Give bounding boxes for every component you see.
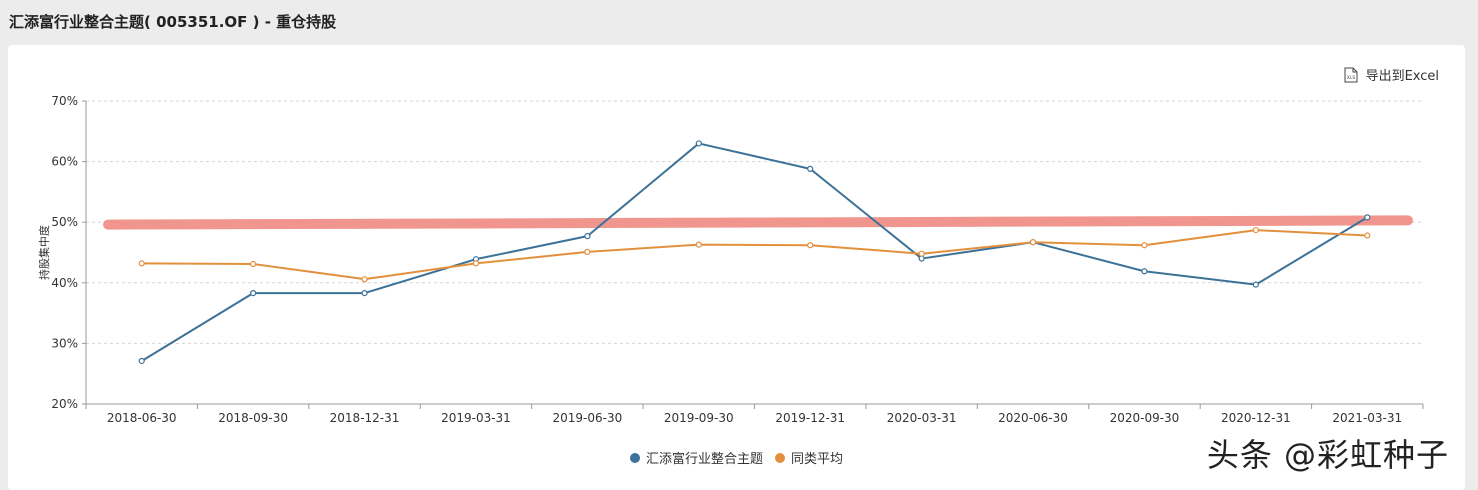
- y-tick-label: 20%: [51, 397, 78, 411]
- x-tick-label: 2020-09-30: [1110, 411, 1180, 425]
- data-point-peer-average: [1029, 239, 1037, 246]
- legend-item-fund[interactable]: 汇添富行业整合主题: [629, 448, 763, 467]
- x-tick-label: 2020-06-30: [998, 411, 1068, 425]
- x-tick-label: 2019-03-31: [441, 411, 511, 425]
- data-point-peer-average: [472, 260, 480, 267]
- data-point-fund: [1364, 214, 1371, 221]
- watermark: 头条 @彩虹种子: [1206, 436, 1449, 474]
- highlight-band: [103, 215, 1413, 230]
- series-line-fund: [141, 142, 1368, 362]
- data-point-peer-average: [918, 250, 925, 257]
- legend-item-peer-average[interactable]: 同类平均: [775, 448, 843, 467]
- data-point-fund: [361, 290, 368, 297]
- y-axis-label: 持股集中度: [37, 225, 51, 280]
- data-point-peer-average: [1252, 226, 1259, 234]
- y-tick-label: 60%: [51, 155, 78, 169]
- chart-legend: 汇添富行业整合主题 同类平均: [8, 448, 1465, 467]
- line-chart: 20% 30% 40% 50% 60% 70% 2018-06-30 2018-09-30 20…: [37, 94, 1424, 425]
- x-tick-label: 2019-12-31: [775, 411, 845, 425]
- data-point-fund: [695, 140, 702, 147]
- data-point-fund: [138, 357, 145, 365]
- page-header: 汇添富行业整合主题( 005351.OF ) - 重仓持股: [0, 0, 1478, 44]
- data-point-peer-average: [807, 242, 814, 249]
- data-point-fund: [584, 233, 591, 240]
- y-tick-label: 70%: [51, 94, 78, 108]
- x-tick-label: 2019-06-30: [553, 411, 623, 425]
- data-point-peer-average: [250, 260, 257, 268]
- x-tick-label: 2019-09-30: [664, 411, 734, 425]
- legend-marker-fund: [629, 452, 640, 463]
- x-tick-label: 2020-12-31: [1221, 411, 1291, 425]
- data-point-fund: [1141, 268, 1148, 275]
- x-tick-label: 2021-03-31: [1332, 411, 1402, 425]
- legend-marker-peer-average: [775, 452, 785, 463]
- series-line-peer-average: [141, 229, 1368, 281]
- svg-text:XLS: XLS: [1346, 75, 1355, 81]
- x-tick-label: 2018-09-30: [218, 411, 288, 425]
- x-tick-label: 2018-06-30: [107, 411, 177, 425]
- data-point-fund: [807, 165, 814, 172]
- y-tick-label: 30%: [51, 336, 78, 350]
- x-tick-label: 2020-03-31: [887, 411, 957, 425]
- x-tick-label: 2018-12-31: [330, 411, 400, 425]
- export-excel-button[interactable]: XLS 导出到Excel: [1344, 65, 1439, 84]
- y-tick-label: 50%: [51, 215, 78, 229]
- data-point-peer-average: [1141, 242, 1148, 249]
- chart-card: XLS 导出到Excel 20% 30% 40% 50% 60% 70% 2018-06-3…: [8, 45, 1465, 490]
- xls-file-icon: XLS: [1344, 67, 1358, 83]
- data-point-peer-average: [361, 276, 368, 283]
- data-point-fund: [1252, 281, 1259, 288]
- data-point-peer-average: [695, 241, 702, 248]
- page-title: 汇添富行业整合主题( 005351.OF ) - 重仓持股: [9, 13, 337, 31]
- data-point-peer-average: [584, 248, 591, 255]
- export-label: 导出到Excel: [1365, 69, 1439, 84]
- data-point-peer-average: [138, 260, 145, 267]
- data-point-peer-average: [1364, 232, 1371, 239]
- legend-label-peer-average: 同类平均: [791, 452, 844, 467]
- data-point-fund: [250, 290, 257, 297]
- y-tick-label: 40%: [51, 276, 78, 290]
- legend-label-fund: 汇添富行业整合主题: [645, 452, 763, 467]
